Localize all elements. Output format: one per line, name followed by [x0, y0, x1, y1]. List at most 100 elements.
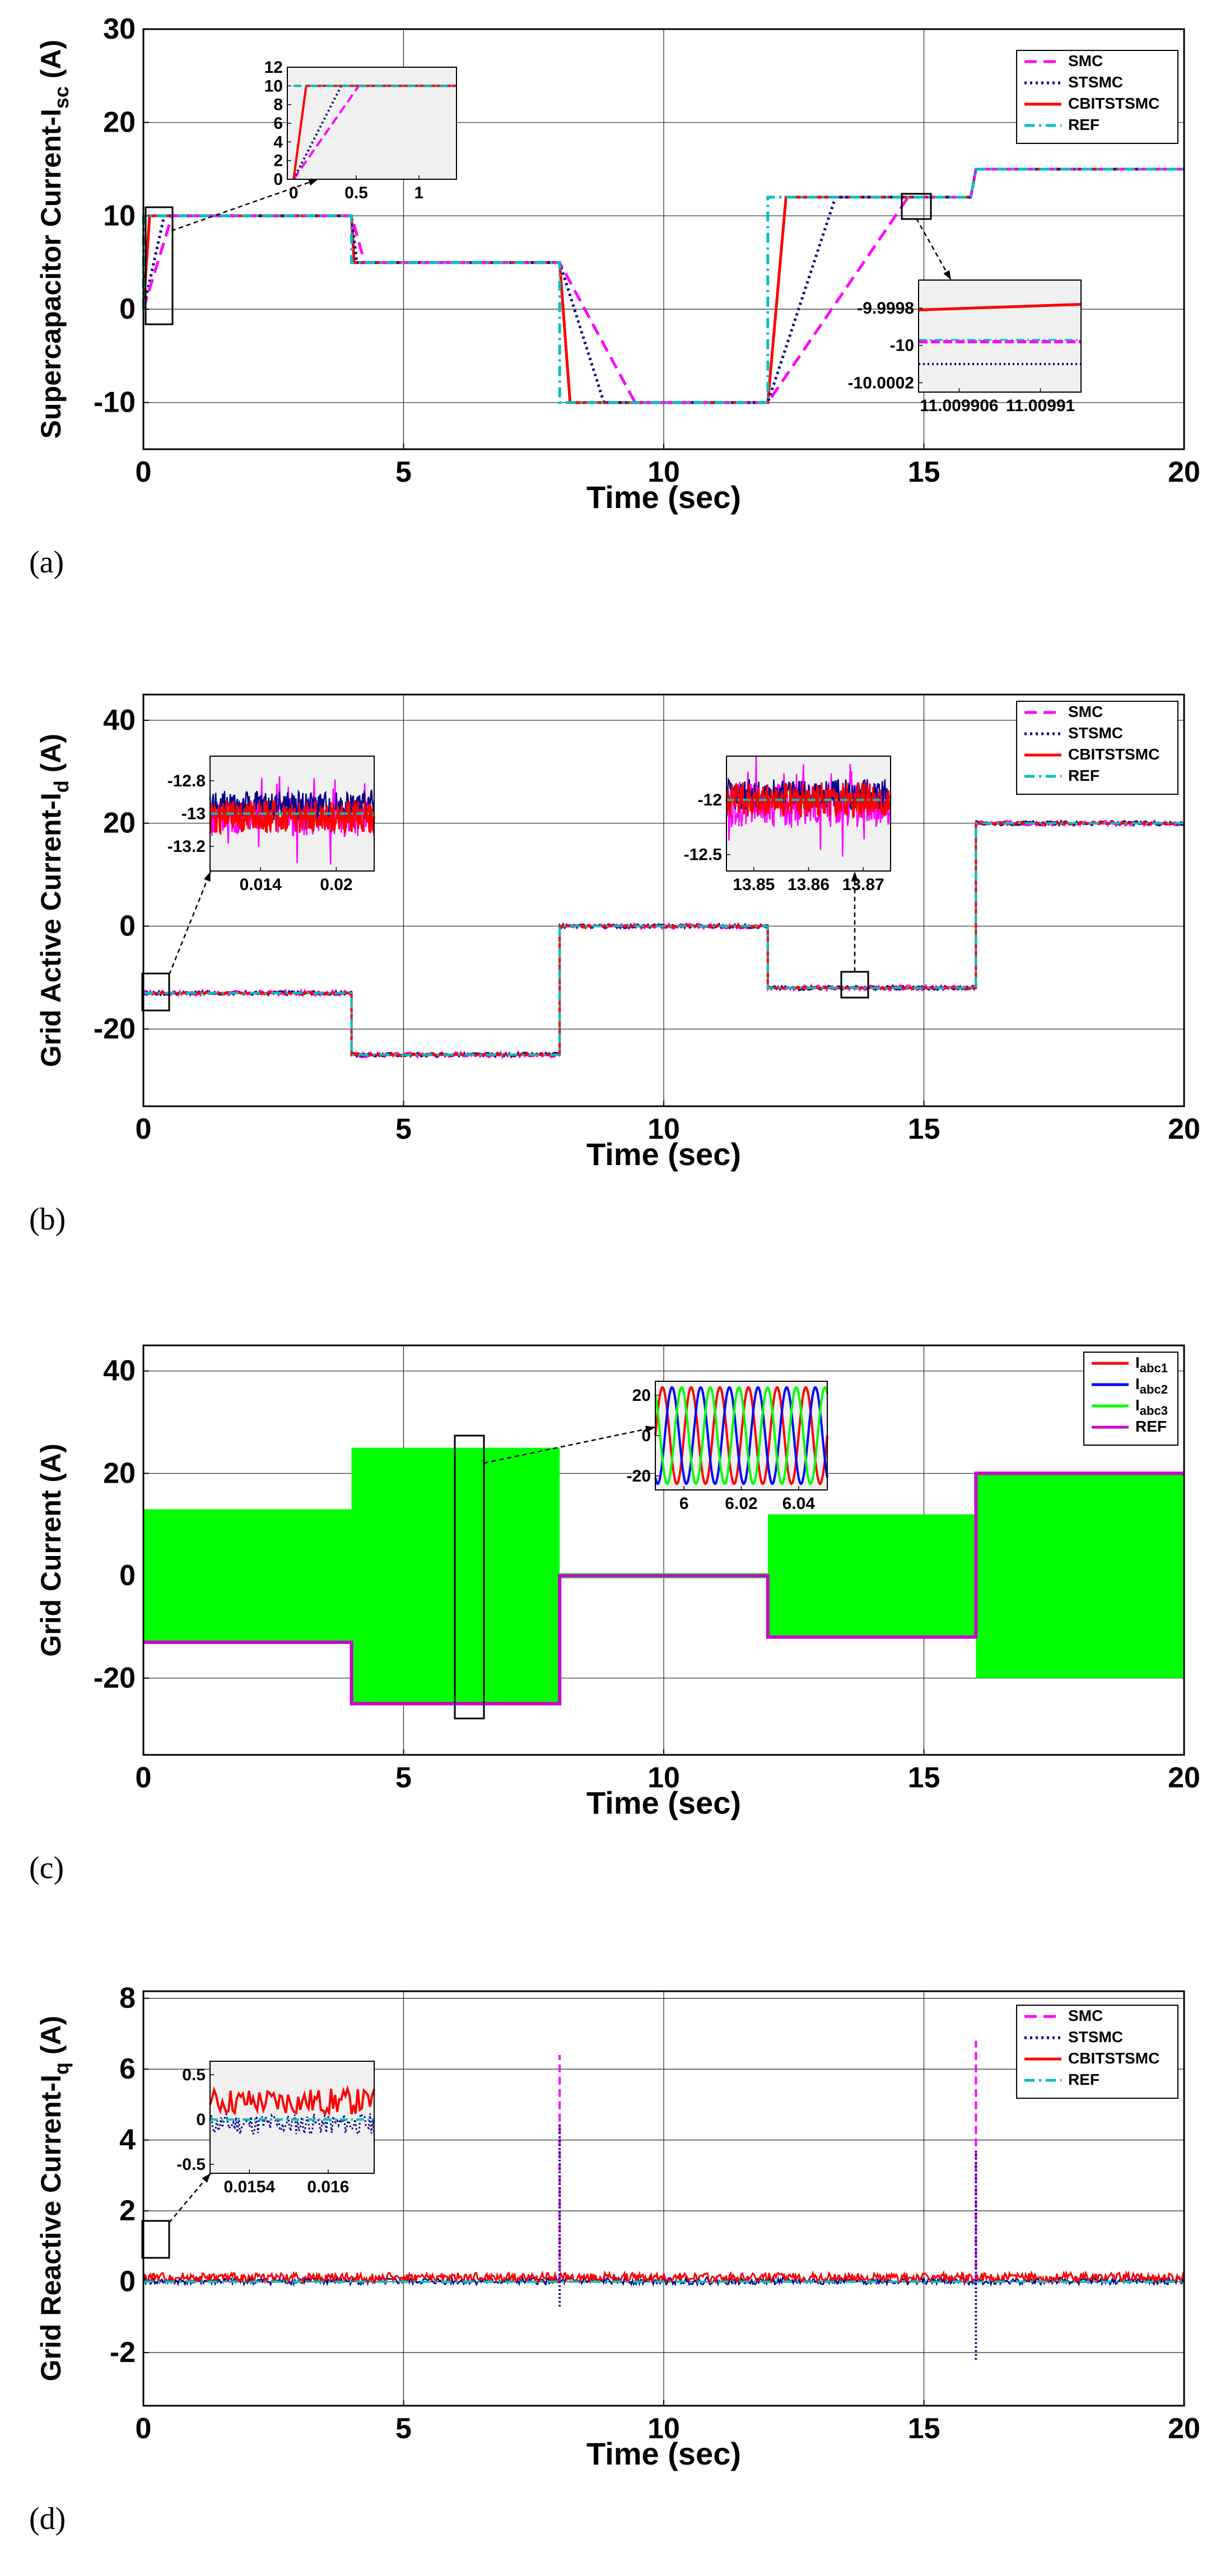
y-axis-label-unit: (A) [35, 734, 67, 780]
legend-label: SMC [1068, 2007, 1103, 2024]
axes-frame [142, 28, 1185, 450]
x-tick-label: 0 [136, 1762, 152, 1794]
legend-box [1083, 1352, 1178, 1446]
zoom-region-box [141, 972, 170, 1012]
x-tick-label: 15 [908, 1113, 940, 1145]
legend-label: REF [1135, 1418, 1167, 1435]
inset-frame [918, 280, 1082, 393]
x-tick-label: 10 [647, 2412, 680, 2445]
panel-letter: (b) [29, 1202, 66, 1237]
inset-phase-1 [654, 1386, 828, 1485]
inset-frame [287, 67, 457, 180]
inset-y-tick-label: 2 [273, 152, 283, 170]
inset-x-tick-label: 11.00991 [1006, 397, 1075, 415]
legend-box [1016, 50, 1178, 144]
zoom-arrow-head [851, 872, 859, 881]
zoom-arrow-head [203, 872, 211, 882]
panel-letter: (d) [29, 2502, 66, 2536]
x-tick-label: 15 [908, 1762, 940, 1794]
inset-phase-3 [654, 1386, 828, 1485]
inset-noise-cbitstsmc [209, 799, 375, 836]
y-axis-label-sub: q [50, 2062, 73, 2075]
series-line-ref [143, 1471, 1184, 1706]
inset-x-tick-label: 6.02 [725, 1494, 757, 1513]
legend-label: STSMC [1068, 73, 1123, 91]
y-tick-label: 2 [119, 2195, 136, 2227]
y-axis-label-sub: sc [50, 86, 73, 109]
inset-frame [209, 756, 375, 872]
inset-x-tick-label: 1 [414, 184, 424, 202]
inset-y-tick-label: 20 [632, 1386, 651, 1405]
x-tick-label: 10 [647, 456, 680, 488]
phase-current-band [767, 1514, 976, 1637]
y-axis-label-main: Supercapacitor Current-I [35, 109, 67, 439]
y-tick-label: 8 [119, 1982, 136, 2015]
x-axis-label: Time (sec) [586, 1136, 741, 1172]
x-tick-label: 0 [136, 2412, 152, 2445]
y-axis-label-sub: d [50, 780, 73, 793]
y-tick-label: 4 [119, 2124, 136, 2156]
inset-x-tick-label: 11.009906 [920, 397, 998, 415]
zoom-arrow-head [645, 1426, 655, 1433]
zoom-arrow-line [915, 218, 952, 281]
legend-label: CBITSTSMC [1068, 746, 1159, 763]
panel-letter: (c) [29, 1851, 64, 1885]
inset-frame [726, 756, 891, 872]
y-tick-label: -10 [94, 386, 136, 419]
x-tick-label: 5 [395, 1762, 412, 1794]
x-tick-label: 10 [647, 1113, 680, 1145]
y-tick-label: 0 [119, 2266, 136, 2298]
zoom-region-box [141, 2220, 170, 2259]
zoom-region-box [454, 1434, 485, 1720]
zoom-arrow-line [169, 2173, 211, 2223]
zoom-arrow-head [308, 179, 318, 186]
inset-stsmc [209, 2112, 375, 2136]
y-tick-label: 6 [119, 2053, 136, 2085]
x-axis-label: Time (sec) [586, 2436, 741, 2471]
series-line-ref [142, 167, 1184, 404]
y-tick-label: -20 [94, 1662, 136, 1694]
axes-frame [142, 693, 1185, 1107]
legend-label: SMC [1068, 703, 1103, 720]
x-tick-label: 5 [395, 1113, 412, 1145]
inset-y-tick-label: -13.2 [167, 837, 206, 856]
zoom-arrow-head [943, 270, 951, 280]
legend-label: STSMC [1068, 2028, 1123, 2046]
panel-b: 0 5 10 15 20 -20 0 20 40 SMC STSMC CBITSTSMC REF 0.01… [29, 693, 1200, 1237]
inset-y-tick-label: -12.8 [167, 772, 206, 790]
y-axis-label: Grid Current (A) [35, 1443, 67, 1657]
y-tick-label: 40 [103, 704, 136, 737]
inset-area [919, 280, 1081, 392]
y-tick-label: 10 [103, 199, 136, 232]
legend-box [1016, 2005, 1178, 2099]
legend-label: CBITSTSMC [1068, 2049, 1159, 2067]
y-tick-label: 0 [119, 1559, 136, 1592]
inset-y-tick-label: -10.0002 [848, 374, 914, 392]
inset-y-tick-label: 0 [273, 170, 283, 189]
inset-y-tick-label: -10 [890, 337, 914, 355]
legend-label-sub: abc3 [1140, 1404, 1168, 1418]
inset-noise-stsmc [209, 789, 375, 822]
inset-x-tick-label: 13.87 [842, 875, 884, 894]
inset-x-tick-label: 0.0154 [223, 2178, 275, 2196]
inset-y-tick-label: 4 [273, 133, 283, 151]
y-axis-label-main: Grid Reactive Current-I [35, 2075, 67, 2381]
inset-y-tick-label: -12 [698, 791, 722, 809]
y-axis-label-main: Grid Active Current-I [35, 793, 67, 1067]
zoom-region-box [145, 206, 174, 325]
legend-box [1016, 701, 1178, 795]
phase-current-band [976, 1473, 1184, 1678]
y-axis-label-unit: (A) [35, 2016, 67, 2062]
zoom-arrow-line [168, 871, 212, 975]
y-axis-label: Grid Active Current-Id (A) [35, 734, 73, 1067]
inset-x-tick-label: 0.5 [344, 184, 368, 202]
x-tick-label: 20 [1168, 2412, 1200, 2445]
x-tick-label: 20 [1168, 1113, 1200, 1145]
y-tick-label: 20 [103, 807, 136, 840]
inset-y-tick-label: 12 [264, 58, 283, 77]
inset-y-tick-label: 10 [264, 77, 283, 95]
zoom-arrow-line [171, 178, 319, 232]
